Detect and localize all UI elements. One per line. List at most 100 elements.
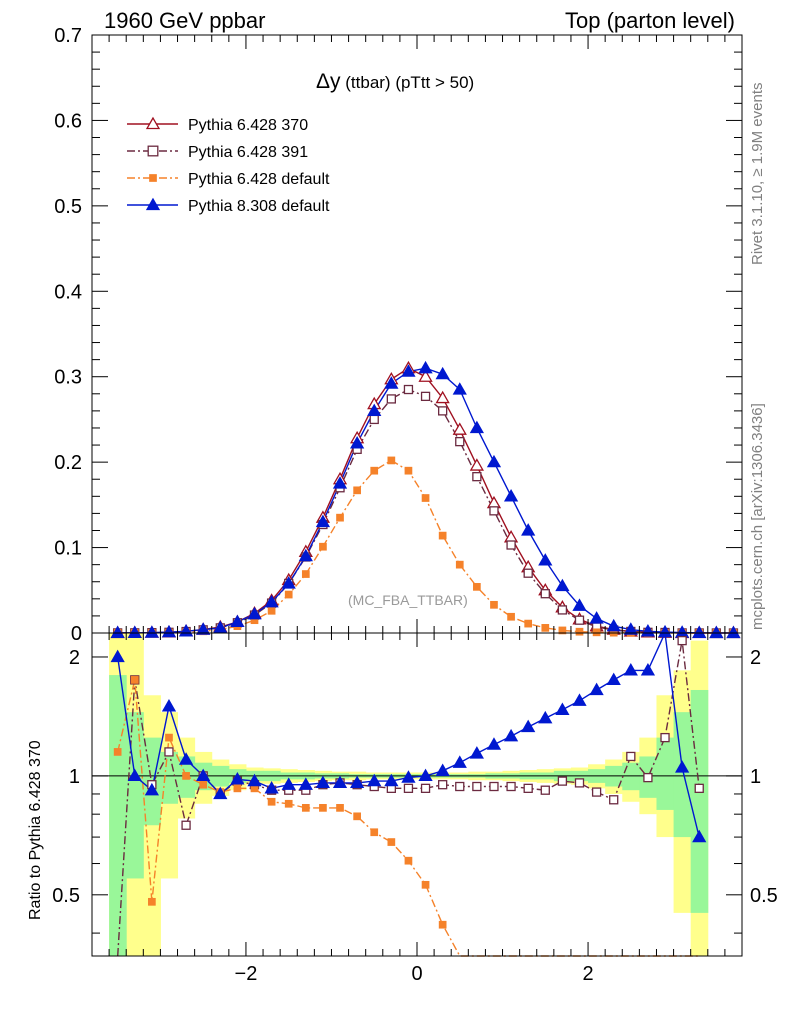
ratio-point (692, 829, 707, 843)
ratio-point (264, 781, 279, 794)
data-point (367, 403, 382, 417)
data-point (353, 486, 361, 495)
data-point (692, 625, 707, 638)
y-tick-label: 0.4 (54, 281, 82, 303)
data-point (438, 531, 447, 540)
ratio-point (403, 783, 414, 793)
ratio-point (196, 768, 211, 782)
legend-marker (149, 174, 157, 182)
ratio-point (350, 775, 365, 789)
band-inner (160, 751, 179, 804)
ratio-point (677, 635, 687, 646)
y-tick-label: 0.2 (54, 452, 82, 474)
data-point (558, 626, 567, 635)
data-point (418, 360, 433, 374)
ratio-point (370, 828, 379, 837)
ratio-point (421, 880, 430, 889)
ratio-tick-label-right: 0.5 (750, 885, 778, 907)
ratio-point (555, 702, 570, 715)
ratio-uncertainty-bands (92, 633, 742, 956)
band-inner (673, 712, 692, 838)
y-tick-label: 0 (71, 623, 82, 645)
band-inner (126, 712, 144, 879)
legend-marker (147, 145, 159, 157)
ratio-point (165, 733, 173, 742)
ratio-point (387, 838, 396, 846)
data-point (452, 382, 467, 395)
data-point (127, 625, 142, 638)
ratio-point (623, 663, 638, 676)
data-point (420, 391, 431, 402)
ratio-point (247, 773, 262, 787)
ratio-point (438, 920, 447, 929)
ratio-point (626, 751, 636, 762)
y-tick-label: 0.7 (54, 25, 82, 47)
plot-title: Δy (ttbar) (pTtt > 50) (316, 70, 474, 93)
ratio-point (404, 856, 413, 865)
ratio-point (281, 777, 296, 790)
header-left: 1960 GeV ppbar (104, 8, 265, 33)
ratio-point (606, 672, 621, 686)
ratio-point (110, 649, 125, 663)
ratio-point (489, 781, 499, 792)
y-tick-label: 0.6 (54, 110, 82, 132)
data-point (384, 376, 399, 389)
ratio-point (144, 782, 159, 796)
ratio-point (574, 778, 585, 788)
axes-ticks: −2 0 200.10.20.30.40.50.60.70.5 0.51 12 2 (52, 25, 778, 985)
data-point (298, 548, 313, 562)
analysis-watermark: (MC_FBA_TTBAR) (348, 592, 468, 608)
data-point (435, 366, 450, 380)
data-point (469, 458, 484, 471)
data-point (589, 611, 604, 624)
ratio-point (148, 897, 156, 906)
ratio-y-label: Ratio to Pythia 6.428 370 (27, 740, 44, 920)
ratio-point (233, 784, 242, 793)
data-point (110, 625, 125, 638)
band-inner (622, 762, 640, 791)
ratio-point (319, 804, 327, 812)
data-point (538, 553, 553, 566)
data-point (319, 542, 327, 551)
header-right: Top (parton level) (565, 8, 735, 33)
data-point (524, 619, 533, 628)
ratio-point (609, 795, 619, 805)
ratio-point (353, 812, 361, 821)
plot-title-symbol: Δy (316, 70, 341, 93)
ratio-point (486, 737, 502, 750)
data-point (490, 600, 498, 609)
ratio-point (435, 763, 450, 776)
data-point (418, 369, 433, 382)
ratio-point (469, 746, 484, 759)
data-point (726, 625, 741, 639)
ratio-point (640, 663, 656, 676)
data-point (387, 456, 396, 465)
ratio-point (675, 760, 690, 773)
data-point (284, 590, 293, 599)
data-point (709, 625, 724, 639)
ratio-series-line (117, 630, 700, 838)
data-point (606, 618, 621, 632)
data-point (230, 614, 245, 628)
data-point (540, 589, 550, 599)
data-point (438, 406, 448, 416)
ratio-point (284, 799, 293, 808)
ratio-point (161, 699, 177, 712)
data-point (301, 570, 310, 578)
ratio-point (572, 693, 587, 706)
ratio-tick-label-left: 1 (69, 766, 80, 788)
ratio-point (506, 781, 516, 792)
ratio-series-line (117, 679, 700, 957)
data-point (315, 514, 331, 528)
ratio-point (315, 775, 331, 789)
ratio-point (182, 772, 190, 780)
data-point (144, 625, 159, 638)
data-point (369, 414, 379, 425)
data-point (336, 513, 344, 522)
data-point (370, 466, 379, 475)
ratio-point (694, 783, 704, 793)
ratio-point (589, 682, 604, 696)
y-tick-label: 0.1 (54, 538, 82, 560)
ratio-point (540, 785, 550, 795)
